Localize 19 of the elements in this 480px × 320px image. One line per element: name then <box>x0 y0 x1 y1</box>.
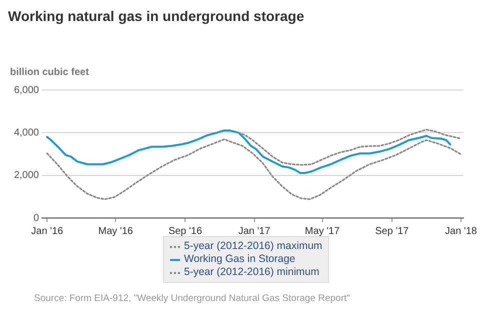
legend-label: Working Gas in Storage <box>184 253 296 266</box>
x-tick-label: Jan '16 <box>31 226 64 237</box>
source-note: Source: Form EIA-912, "Weekly Underground Natural Gas Storage Report" <box>34 293 350 304</box>
chart-title: Working natural gas in underground storage <box>8 8 304 24</box>
legend-label: 5-year (2012-2016) minimum <box>184 266 320 279</box>
line-series <box>238 128 462 166</box>
x-tick-label: Jan '18 <box>445 226 478 237</box>
line-series <box>46 138 462 200</box>
x-tick-label: Sep '17 <box>375 226 410 237</box>
x-tick-label: May '17 <box>304 226 340 237</box>
x-tick-label: Sep '16 <box>168 226 202 237</box>
x-tick-label: May '16 <box>98 226 134 237</box>
y-axis-title: billion cubic feet <box>10 67 89 78</box>
y-tick-label: 4,000 <box>14 127 40 138</box>
x-tick-label: Jan '17 <box>238 226 271 237</box>
y-tick-label: 6,000 <box>14 84 40 96</box>
y-tick-label: 0 <box>33 212 40 224</box>
legend-label: 5-year (2012-2016) maximum <box>184 240 322 253</box>
y-tick-label: 2,000 <box>14 170 40 182</box>
